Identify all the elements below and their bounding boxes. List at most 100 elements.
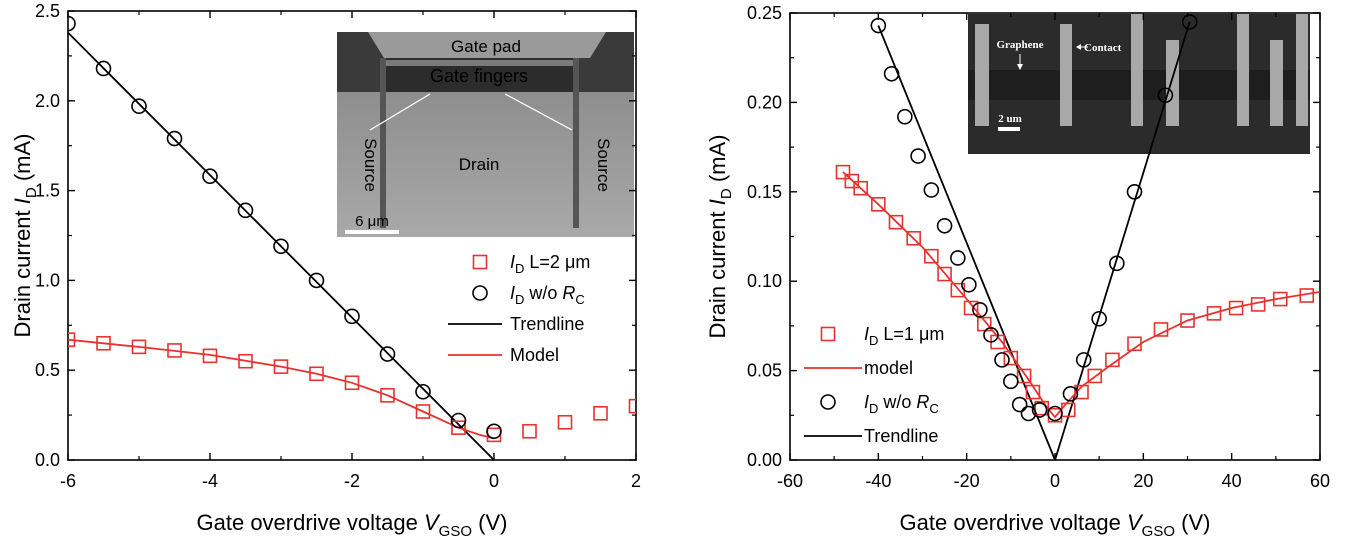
- data-point-square: [835, 164, 851, 180]
- data-point-square: [131, 339, 147, 355]
- inset-labels-device: Gate pad Gate fingers Source Drain Source 6 μ…: [355, 37, 613, 230]
- data-point-circle: [1157, 87, 1174, 104]
- data-point-circle: [379, 346, 396, 362]
- legend: ID L=1 μm model ID w/o RC Trendline: [804, 324, 944, 446]
- data-point-circle: [450, 412, 467, 429]
- legend-label: Trendline: [864, 426, 938, 446]
- inset-label-source-left: Source: [361, 138, 380, 192]
- legend-label: Model: [510, 345, 559, 365]
- x-tick-label: -60: [777, 471, 803, 491]
- data-point-circle: [1020, 405, 1037, 422]
- data-point-circle: [950, 250, 966, 266]
- x-tick-label: -6: [60, 471, 76, 491]
- data-point-circle: [983, 327, 999, 343]
- series-layer: [68, 15, 636, 460]
- y-tick-label: 2.5: [35, 1, 60, 21]
- data-point-circle: [994, 352, 1010, 368]
- data-point-circle: [961, 276, 977, 293]
- series-layer: [835, 14, 1320, 460]
- data-point-circle: [237, 202, 254, 219]
- data-point-circle: [1075, 352, 1092, 368]
- x-tick-label: -40: [865, 471, 891, 491]
- y-tick-label: 0.0: [35, 450, 60, 470]
- x-tick-label: -20: [954, 471, 980, 491]
- x-axis-label: Gate overdrive voltage VGSO (V): [900, 510, 1211, 540]
- series-line-trendline: [877, 21, 1191, 460]
- data-point-square: [486, 427, 502, 443]
- x-tick-label: 40: [1222, 471, 1242, 491]
- data-point-circle: [1109, 255, 1125, 272]
- x-tick-label: 0: [1050, 471, 1060, 491]
- data-point-circle: [870, 17, 887, 34]
- data-point-square: [1025, 384, 1041, 400]
- inset-labels-contacts: Graphene Contact 2 um: [996, 39, 1121, 125]
- data-point-square: [1228, 300, 1244, 316]
- data-point-square: [238, 353, 253, 369]
- x-tick-label: -4: [202, 471, 218, 491]
- series-line-model: [842, 171, 1320, 419]
- legend-marker-square: [472, 254, 488, 270]
- legend-marker-circle: [820, 394, 836, 410]
- legend-label: ID w/o RC: [510, 283, 585, 307]
- data-point-circle: [68, 15, 76, 32]
- data-point-circle: [308, 272, 325, 289]
- y-tick-label: 0.00: [747, 450, 782, 470]
- series-line-trendline: [68, 31, 495, 460]
- legend: ID L=2 μm ID w/o RC Trendline Model: [448, 252, 590, 365]
- data-point-square: [1016, 368, 1032, 384]
- data-point-circle: [910, 148, 926, 164]
- data-point-circle: [344, 308, 360, 325]
- inset-label-drain: Drain: [459, 155, 500, 174]
- data-point-square: [937, 266, 952, 282]
- data-point-circle: [923, 182, 940, 198]
- inset-label-source-right: Source: [594, 138, 613, 192]
- data-point-square: [1180, 313, 1195, 328]
- data-point-square: [273, 359, 289, 374]
- legend-label: Trendline: [510, 314, 584, 334]
- data-point-circle: [1126, 184, 1143, 200]
- data-point-circle: [897, 108, 913, 125]
- x-tick-label: 20: [1133, 471, 1153, 491]
- data-point-circle: [1011, 396, 1028, 413]
- data-point-circle: [415, 383, 431, 400]
- data-point-square: [557, 414, 573, 430]
- data-point-square: [68, 332, 76, 347]
- inset-scale-bar-label: 2 um: [998, 113, 1022, 125]
- data-point-square: [1087, 368, 1103, 384]
- data-point-circle: [1181, 14, 1198, 30]
- y-tick-label: 0.5: [35, 360, 60, 380]
- y-axis-label: Drain current ID (mA): [10, 133, 40, 337]
- y-tick-label: 0.05: [747, 361, 782, 381]
- inset-image-device: [337, 32, 634, 237]
- data-point-square: [1127, 336, 1142, 352]
- data-point-circle: [131, 98, 147, 114]
- x-tick-label: -2: [344, 471, 360, 491]
- data-point-circle: [883, 65, 900, 82]
- data-point-square: [888, 214, 904, 230]
- inset-label-contact: Contact: [1084, 42, 1122, 54]
- y-tick-label: 1.0: [35, 270, 60, 290]
- data-point-square: [167, 343, 182, 358]
- y-tick-label: 0.10: [747, 271, 782, 291]
- data-point-circle: [486, 423, 502, 440]
- data-point-square: [202, 348, 218, 364]
- data-point-circle: [1031, 402, 1048, 418]
- data-point-square: [344, 375, 360, 391]
- data-point-square: [593, 406, 608, 421]
- data-point-square: [963, 300, 979, 316]
- legend-label: ID L=2 μm: [510, 252, 590, 276]
- data-point-square: [522, 423, 537, 439]
- legend-label: model: [864, 358, 913, 378]
- data-point-square: [1206, 306, 1222, 321]
- data-point-square: [96, 335, 111, 351]
- data-point-circle: [1062, 386, 1079, 402]
- data-point-circle: [1091, 310, 1107, 327]
- inset-label-graphene: Graphene: [996, 39, 1043, 51]
- inset-image-contacts: [968, 14, 1310, 154]
- y-tick-label: 2.0: [35, 91, 60, 111]
- data-point-square: [853, 180, 868, 196]
- data-point-square: [451, 420, 466, 435]
- data-point-square: [977, 316, 992, 332]
- chart-panel-right: -60 -40 -20 0 20 40 60 0.00 0.05 0.10 0.15 0.20 0.25…: [705, 3, 1330, 540]
